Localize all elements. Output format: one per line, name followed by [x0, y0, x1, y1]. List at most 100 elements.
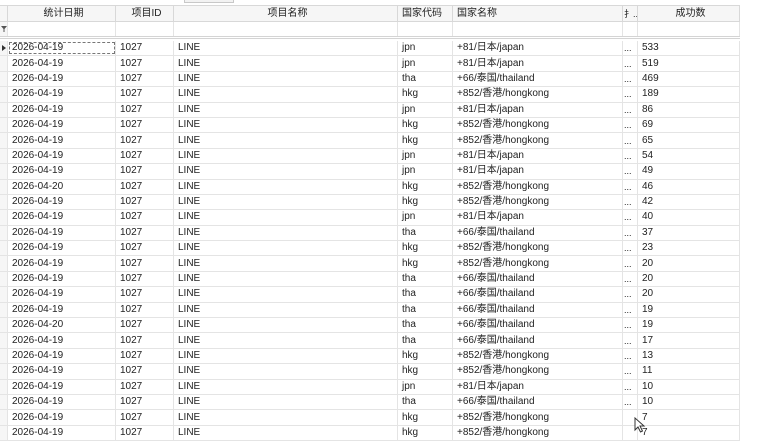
cell-country-code[interactable]: jpn — [398, 379, 453, 394]
cell-project-name[interactable]: LINE — [174, 333, 398, 348]
column-header-project-name[interactable]: 项目名称 — [174, 6, 398, 21]
cell-success-count[interactable]: 533 — [638, 41, 740, 56]
cell-country-name[interactable]: +852/香港/hongkong — [453, 117, 623, 133]
row-indicator[interactable] — [0, 148, 8, 164]
cell-truncated[interactable]: ... — [623, 87, 638, 102]
cell-date[interactable]: 2026-04-19 — [8, 56, 116, 71]
table-row[interactable]: 2026-04-19 1027 LINE jpn +81/日本/japan... 533 — [0, 41, 740, 57]
cell-country-name[interactable]: +81/日本/japan — [453, 102, 623, 117]
row-indicator[interactable] — [0, 164, 8, 179]
table-row[interactable]: 2026-04-19 1027 LINE hkg +852/香港/hongkong...… — [0, 87, 740, 103]
filter-cell-country-name[interactable] — [453, 22, 623, 36]
cell-country-name[interactable]: +66/泰国/thailand — [453, 71, 623, 87]
cell-country-code[interactable]: jpn — [398, 164, 453, 179]
cell-date[interactable]: 2026-04-19 — [8, 348, 116, 364]
cell-project-name[interactable]: LINE — [174, 56, 398, 71]
table-row[interactable]: 2026-04-19 1027 LINE hkg +852/香港/hongkong...… — [0, 348, 740, 365]
cell-project-id[interactable]: 1027 — [116, 379, 174, 394]
row-indicator[interactable] — [0, 87, 8, 102]
cell-success-count[interactable]: 20 — [638, 271, 740, 287]
cell-date[interactable]: 2026-04-19 — [8, 117, 116, 133]
cell-truncated[interactable]: ... — [623, 102, 638, 117]
cell-project-id[interactable]: 1027 — [116, 225, 174, 241]
column-header-truncated[interactable]: 扌.. — [623, 6, 638, 21]
cell-project-name[interactable]: LINE — [174, 410, 398, 425]
cell-country-name[interactable]: +81/日本/japan — [453, 210, 623, 225]
cell-project-name[interactable]: LINE — [174, 133, 398, 148]
row-indicator[interactable] — [0, 410, 8, 425]
cell-country-name[interactable]: +66/泰国/thailand — [453, 271, 623, 287]
cell-project-id[interactable]: 1027 — [116, 164, 174, 179]
cell-truncated[interactable]: ... — [623, 41, 638, 56]
cell-truncated[interactable]: ... — [623, 148, 638, 164]
cell-project-id[interactable]: 1027 — [116, 41, 174, 56]
cell-project-name[interactable]: LINE — [174, 210, 398, 225]
table-row[interactable]: 2026-04-19 1027 LINE jpn +81/日本/japan... 519 — [0, 56, 740, 72]
cell-country-name[interactable]: +81/日本/japan — [453, 164, 623, 179]
cell-truncated[interactable]: ... — [623, 271, 638, 287]
cell-project-id[interactable]: 1027 — [116, 179, 174, 194]
row-indicator[interactable] — [0, 194, 8, 210]
cell-country-name[interactable]: +66/泰国/thailand — [453, 394, 623, 410]
cell-country-code[interactable]: jpn — [398, 102, 453, 117]
row-indicator[interactable] — [0, 241, 8, 256]
cell-country-code[interactable]: hkg — [398, 241, 453, 256]
cell-country-code[interactable]: hkg — [398, 117, 453, 133]
cell-success-count[interactable]: 86 — [638, 102, 740, 117]
cell-country-name[interactable]: +852/香港/hongkong — [453, 410, 623, 425]
cell-success-count[interactable]: 49 — [638, 164, 740, 179]
cell-country-code[interactable]: hkg — [398, 87, 453, 102]
column-header-success-count[interactable]: 成功数 — [638, 6, 740, 21]
cell-project-id[interactable]: 1027 — [116, 117, 174, 133]
row-indicator[interactable] — [0, 364, 8, 379]
cell-project-id[interactable]: 1027 — [116, 102, 174, 117]
cell-date[interactable]: 2026-04-19 — [8, 102, 116, 117]
cell-truncated[interactable] — [623, 410, 638, 425]
cell-success-count[interactable]: 37 — [638, 225, 740, 241]
cell-date[interactable]: 2026-04-19 — [8, 41, 116, 56]
cell-country-code[interactable]: jpn — [398, 41, 453, 56]
cell-truncated[interactable]: ... — [623, 164, 638, 179]
cell-project-name[interactable]: LINE — [174, 148, 398, 164]
cell-country-code[interactable]: tha — [398, 318, 453, 333]
cell-country-code[interactable]: jpn — [398, 148, 453, 164]
cell-truncated[interactable]: ... — [623, 179, 638, 194]
cell-country-code[interactable]: tha — [398, 302, 453, 318]
cell-truncated[interactable]: ... — [623, 256, 638, 271]
cell-project-id[interactable]: 1027 — [116, 318, 174, 333]
cell-country-code[interactable]: tha — [398, 287, 453, 302]
row-indicator[interactable] — [0, 318, 8, 333]
cell-date[interactable]: 2026-04-19 — [8, 133, 116, 148]
table-row[interactable]: 2026-04-19 1027 LINE hkg +852/香港/hongkong...… — [0, 241, 740, 257]
cell-project-name[interactable]: LINE — [174, 117, 398, 133]
cell-country-code[interactable]: tha — [398, 333, 453, 348]
filter-cell-project-id[interactable] — [116, 22, 174, 36]
cell-date[interactable]: 2026-04-19 — [8, 194, 116, 210]
cell-date[interactable]: 2026-04-19 — [8, 225, 116, 241]
cell-date[interactable]: 2026-04-19 — [8, 71, 116, 87]
cell-country-code[interactable]: tha — [398, 394, 453, 410]
cell-truncated[interactable]: ... — [623, 241, 638, 256]
cell-country-code[interactable]: tha — [398, 271, 453, 287]
cell-project-id[interactable]: 1027 — [116, 287, 174, 302]
cell-truncated[interactable]: ... — [623, 379, 638, 394]
cell-country-code[interactable]: hkg — [398, 410, 453, 425]
table-row[interactable]: 2026-04-19 1027 LINE tha +66/泰国/thailand... 2… — [0, 271, 740, 288]
cell-project-id[interactable]: 1027 — [116, 71, 174, 87]
cell-project-name[interactable]: LINE — [174, 87, 398, 102]
current-row-indicator-icon[interactable] — [0, 41, 8, 56]
cell-project-name[interactable]: LINE — [174, 194, 398, 210]
cell-project-id[interactable]: 1027 — [116, 394, 174, 410]
cell-date[interactable]: 2026-04-19 — [8, 410, 116, 425]
row-indicator[interactable] — [0, 179, 8, 194]
cell-success-count[interactable]: 19 — [638, 318, 740, 333]
cell-truncated[interactable]: ... — [623, 210, 638, 225]
cell-project-name[interactable]: LINE — [174, 394, 398, 410]
cell-success-count[interactable]: 10 — [638, 379, 740, 394]
row-indicator[interactable] — [0, 379, 8, 394]
table-row[interactable]: 2026-04-19 1027 LINE tha +66/泰国/thailand... 1… — [0, 394, 740, 411]
cell-project-id[interactable]: 1027 — [116, 348, 174, 364]
row-indicator[interactable] — [0, 256, 8, 271]
cell-project-id[interactable]: 1027 — [116, 364, 174, 379]
cell-success-count[interactable]: 7 — [638, 410, 740, 425]
